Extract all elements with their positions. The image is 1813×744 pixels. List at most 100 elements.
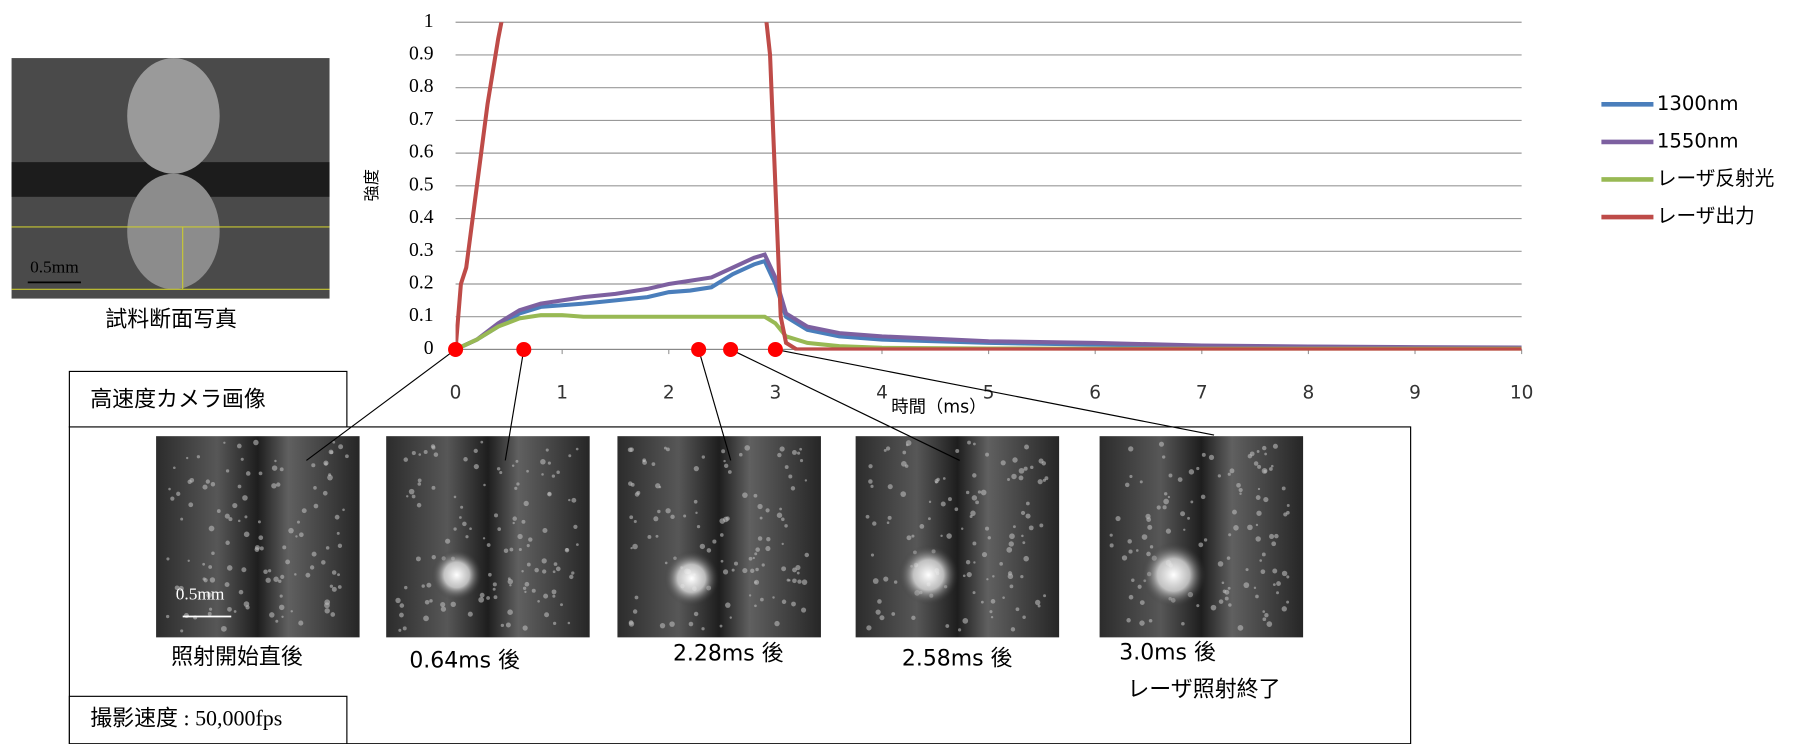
speckle [453,527,457,531]
speckle [479,592,485,598]
speckle [500,623,505,628]
frame-caption: 3.0ms 後 [1119,641,1216,666]
speckle [647,535,652,539]
speckle [483,483,486,487]
speckle [977,490,982,494]
speckle [1030,465,1034,470]
speckle [233,610,237,613]
connector [504,349,525,461]
speckle [499,471,503,475]
speed-label: 撮影速度 : 50,000fps [90,706,282,731]
speckle [772,596,775,599]
speckle [1262,617,1267,622]
speckle [1257,487,1261,491]
speckle [209,607,213,611]
speckle [653,516,659,522]
speckle [567,621,571,625]
speckle [1025,513,1031,519]
speckle [1224,596,1229,601]
speckle [784,465,789,469]
speckle [722,516,729,523]
speckle [665,447,670,452]
speckle [488,572,492,577]
speckle [522,586,527,590]
speckle [1270,464,1274,468]
speckle [309,565,315,570]
speckle [1009,533,1015,540]
speckle [766,537,771,542]
speckle [1257,464,1262,469]
y-tick-label: 1 [424,10,434,32]
speckle [696,524,701,529]
speckle [1286,504,1290,507]
speckle [210,482,216,487]
speckle [541,558,547,564]
speckle [790,486,796,491]
speckle [296,520,300,524]
speckle [245,471,251,476]
speckle [221,625,227,632]
frame-note: レーザ照射終了 [1127,678,1280,703]
speckle [1227,472,1231,476]
speckle [883,576,889,582]
speckle [576,543,579,546]
speckle [423,615,429,622]
speckle [1262,445,1267,451]
speckle [1022,541,1026,545]
y-tick-label: 0.5 [409,173,434,195]
speckle [462,521,467,527]
speckle [575,447,579,451]
speckle [868,464,873,469]
speckle [328,449,334,455]
speckle [423,450,428,455]
speckle [531,588,536,593]
speckle [534,567,539,573]
speckle [761,563,765,567]
speckle [571,497,577,503]
frame-caption: 2.28ms 後 [673,642,784,667]
speckle [486,596,490,600]
speckle [972,541,977,546]
speckle [290,610,293,613]
speckle [1168,473,1173,478]
speckle [402,626,407,631]
speckle [1015,607,1020,612]
speckle [902,450,907,455]
speckle [571,571,575,575]
speckle [188,502,194,508]
speckle [870,553,875,557]
speckle [1264,452,1267,456]
speckle [985,526,990,531]
speckle [1109,543,1114,548]
speckle [1228,603,1232,607]
speckle [969,514,973,518]
speckle [1020,575,1024,579]
speckle [285,559,291,565]
y-tick-label: 0.7 [409,108,434,130]
speckle [1276,581,1281,586]
speckle [1249,451,1255,457]
speckle [1259,559,1263,562]
speckle [1037,604,1041,608]
x-tick-label: 4 [876,382,888,403]
speckle [186,456,189,460]
speckle [280,574,285,579]
speckle [945,624,950,628]
speckle [327,474,333,481]
speckle [311,551,317,557]
speckle [497,527,502,531]
speckle [1272,583,1276,587]
speckle [693,499,698,504]
speckle [211,551,215,556]
speckle [887,484,893,490]
speckle [754,552,758,556]
speckle [1255,536,1261,542]
speckle [166,557,170,561]
speckle [781,542,784,546]
speckle [1037,479,1043,485]
speckle [765,508,770,513]
speckle [1266,621,1273,627]
speckle [919,524,925,529]
speckle [1260,569,1266,575]
